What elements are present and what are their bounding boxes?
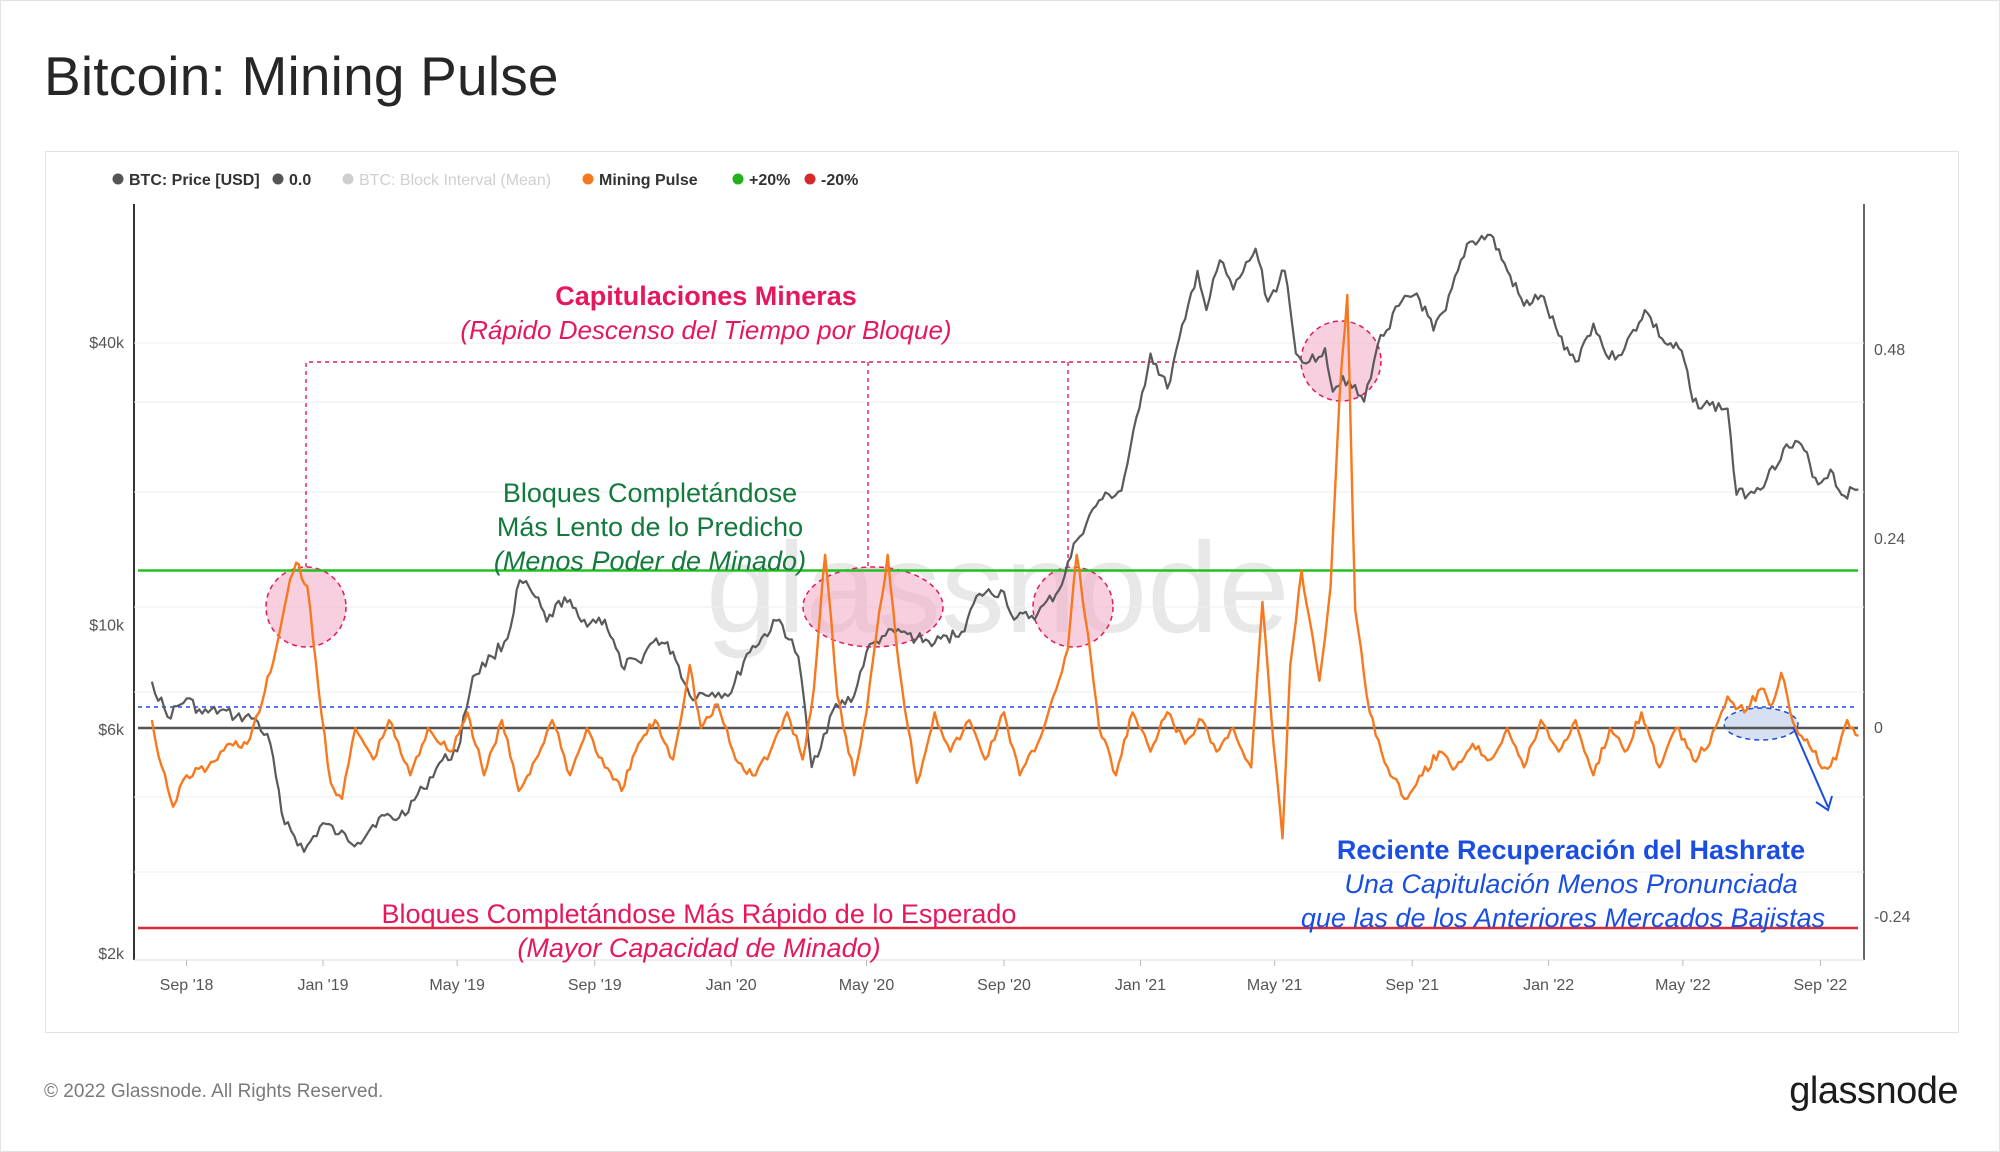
x-axis-ticks: Sep '18 Jan '19 May '19 Sep '19 Jan '20 May '…	[160, 960, 1848, 994]
x-axis-tick-label: Sep '22	[1794, 977, 1848, 994]
faster-blocks-line2: (Mayor Capacidad de Minado)	[517, 933, 880, 963]
series-line-btc-price	[150, 233, 1859, 853]
x-axis-tick-label: May '21	[1247, 977, 1303, 994]
recovery-arrow	[1792, 726, 1833, 812]
highlight-circle	[265, 566, 347, 648]
arrow-head	[1815, 795, 1833, 812]
highlight-circle	[1032, 566, 1114, 648]
annotations: Capitulaciones Mineras (Rápido Descenso …	[382, 281, 1826, 963]
slower-blocks-line1: Bloques Completándose	[503, 478, 797, 508]
left-axis-ticks: $2k $6k $10k $40k	[89, 335, 125, 963]
capitulations-title: Capitulaciones Mineras	[555, 281, 857, 311]
page-title: Bitcoin: Mining Pulse	[44, 45, 559, 107]
legend-item-label[interactable]: Mining Pulse	[599, 172, 698, 189]
x-axis-tick-label: Jan '21	[1115, 977, 1166, 994]
x-axis-tick-label: Jan '20	[706, 977, 757, 994]
left-axis-tick-label: $6k	[98, 722, 125, 739]
watermark-text: glassnode	[706, 517, 1290, 660]
right-axis-tick-label: 0.24	[1874, 531, 1905, 548]
footer-logo: glassnode	[1789, 1070, 1958, 1112]
chart-legend: BTC: Price [USD] 0.0 BTC: Block Interval (…	[112, 172, 858, 189]
capitulation-highlights	[265, 320, 1799, 741]
gridlines	[134, 342, 1864, 873]
x-axis-tick-label: Sep '20	[977, 977, 1031, 994]
legend-item-label[interactable]: BTC: Price [USD]	[129, 172, 260, 189]
faster-blocks-line1: Bloques Completándose Más Rápido de lo E…	[382, 899, 1017, 929]
recovery-title: Reciente Recuperación del Hashrate	[1337, 835, 1805, 865]
slower-blocks-line3: (Menos Poder de Minado)	[494, 546, 806, 576]
right-axis-tick-label: -0.24	[1874, 909, 1911, 926]
right-axis-tick-label: 0	[1874, 720, 1883, 737]
capitulation-connectors	[305, 361, 1302, 567]
footer-copyright: © 2022 Glassnode. All Rights Reserved.	[44, 1081, 384, 1102]
legend-swatch[interactable]	[112, 173, 124, 185]
legend-swatch[interactable]	[732, 173, 744, 185]
right-axis-ticks: -0.24 0 0.24 0.48	[1874, 342, 1911, 926]
x-axis-tick-label: May '22	[1655, 977, 1711, 994]
left-axis-tick-label: $40k	[89, 335, 125, 352]
legend-item-label[interactable]: 0.0	[289, 172, 311, 189]
highlight-circle	[802, 566, 944, 648]
capitulations-subtitle: (Rápido Descenso del Tiempo por Bloque)	[460, 315, 951, 345]
legend-swatch[interactable]	[342, 173, 354, 185]
legend-swatch[interactable]	[272, 173, 284, 185]
x-axis-tick-label: Sep '21	[1385, 977, 1439, 994]
left-axis-tick-label: $10k	[89, 618, 125, 635]
slower-blocks-line2: Más Lento de lo Predicho	[497, 512, 803, 542]
legend-item-label[interactable]: -20%	[821, 172, 858, 189]
chart-card: glassnode BTC: Price [USD] 0.0 BTC: Block …	[45, 151, 1959, 1033]
x-axis-tick-label: Jan '22	[1523, 977, 1574, 994]
arrow-line	[1792, 726, 1829, 808]
x-axis-tick-label: May '20	[839, 977, 895, 994]
x-axis-tick-label: Sep '19	[568, 977, 622, 994]
series-line-mining-pulse	[150, 293, 1859, 840]
x-axis-tick-label: Sep '18	[160, 977, 214, 994]
left-axis-tick-label: $2k	[98, 946, 125, 963]
legend-swatch[interactable]	[582, 173, 594, 185]
recovery-line2: que las de los Anteriores Mercados Bajis…	[1301, 903, 1825, 933]
recovery-highlight	[1723, 707, 1799, 741]
legend-swatch[interactable]	[804, 173, 816, 185]
x-axis-tick-label: May '19	[429, 977, 485, 994]
x-axis-tick-label: Jan '19	[297, 977, 348, 994]
legend-item-label[interactable]: BTC: Block Interval (Mean)	[359, 172, 551, 189]
right-axis-tick-label: 0.48	[1874, 342, 1905, 359]
legend-item-label[interactable]: +20%	[749, 172, 790, 189]
mining-pulse-chart: glassnode BTC: Price [USD] 0.0 BTC: Block …	[89, 172, 1911, 994]
recovery-line1: Una Capitulación Menos Pronunciada	[1344, 869, 1797, 899]
